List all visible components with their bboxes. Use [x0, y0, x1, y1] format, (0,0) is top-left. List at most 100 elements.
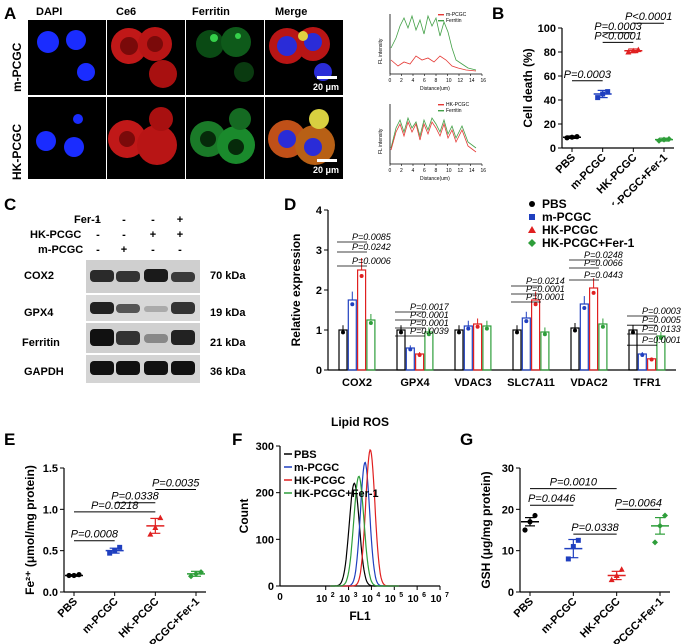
data-point [631, 330, 635, 335]
data-point [76, 572, 82, 578]
data-point [341, 330, 345, 335]
panel-label-a: A [4, 4, 17, 23]
y-tick-label: 2 [316, 285, 322, 297]
p-value-label: P=0.0085 [352, 232, 392, 242]
micrograph-ferritin-hk [186, 97, 264, 179]
y-tick-label: 100 [256, 534, 274, 546]
profile-tick-label: 8 [435, 168, 438, 174]
legend-marker [528, 239, 536, 247]
scale-label-2: 20 μm [313, 165, 340, 175]
data-point [662, 512, 668, 519]
data-point [565, 556, 571, 562]
x-tick-label: 10 [362, 594, 374, 605]
x-tick-label: 10 [430, 594, 442, 605]
bar [338, 329, 348, 371]
bar [454, 329, 464, 371]
treat-label-hk: HK-PCGC [30, 229, 82, 241]
data-point [570, 544, 576, 550]
panel-label-b: B [492, 4, 505, 23]
y-tick-label: 30 [502, 463, 514, 475]
data-point [600, 91, 606, 97]
data-point [524, 319, 529, 324]
data-point [564, 135, 570, 141]
panel-label-f: F [232, 430, 243, 449]
bar [570, 327, 580, 371]
profile-tick-label: 4 [412, 168, 415, 174]
data-point [591, 290, 596, 295]
data-point [666, 136, 672, 142]
data-point [475, 324, 480, 329]
band-label-cox2: COX2 [24, 270, 54, 282]
panel-label-g: G [460, 430, 474, 449]
p-value-label: P=0.0443 [584, 270, 623, 280]
data-point [613, 572, 620, 578]
micrograph-merge-m: 20 μm [265, 20, 343, 95]
micrograph-ferritin-m [186, 20, 264, 95]
chart-d-relative-expression: 0 1 2 3 4 Relative expression COX2 GPX4 VDAC3 SLC… [289, 197, 682, 389]
y-tick-label: 3 [316, 245, 322, 257]
bar [424, 331, 434, 371]
bar [366, 319, 376, 371]
chart-title: Lipid ROS [331, 415, 389, 429]
size-gpx4: 19 kDa [210, 307, 246, 319]
size-ferritin: 21 kDa [210, 337, 246, 349]
bar [531, 299, 541, 371]
data-point [112, 548, 118, 554]
data-point [608, 576, 615, 583]
treatment-sign: - [96, 244, 100, 256]
data-point [515, 330, 519, 335]
bar [540, 331, 550, 371]
western-blot [86, 260, 200, 383]
legend-label: PBS [294, 449, 317, 461]
legend-label: m-PCGC [542, 210, 592, 224]
p-value-label: P=0.0338 [571, 522, 619, 534]
p-value-label: P=0.0133 [642, 324, 681, 334]
y-tick-label: 40 [544, 95, 556, 107]
header-merge: Merge [275, 6, 308, 18]
p-value-label: P=0.0039 [410, 326, 449, 336]
y-axis-label: Count [237, 499, 251, 534]
y-tick-label: 4 [316, 205, 323, 217]
y-tick-label: 1.0 [43, 504, 58, 516]
header-ferritin: Ferritin [192, 6, 230, 18]
p-value-label: P=0.0001 [410, 318, 449, 328]
p-value-label: P=0.0008 [71, 529, 119, 541]
p-value-label: P=0.0066 [584, 258, 623, 268]
treatment-sign: - [96, 229, 100, 241]
profile-tick-label: 8 [435, 78, 438, 84]
legend-label: HK-PCGC+Fer-1 [294, 488, 379, 500]
profile-tick-label: 12 [458, 78, 464, 84]
treatment-sign: + [149, 229, 157, 241]
header-ce6: Ce6 [116, 6, 137, 18]
legend-swatch-green-2 [438, 110, 444, 112]
p-value-label: P=0.0214 [526, 276, 565, 286]
panel-label-e: E [4, 430, 16, 449]
data-point [605, 89, 611, 95]
x-axis-label: FL1 [349, 609, 371, 623]
y-tick-label: 60 [544, 71, 556, 83]
data-point [630, 47, 637, 54]
y-tick-label: 300 [256, 441, 274, 453]
y-tick-label: 80 [544, 47, 556, 59]
y-tick-label: 1.5 [43, 463, 58, 475]
profile-tick-label: 6 [423, 78, 426, 84]
p-value-label: P=0.0003 [564, 69, 612, 81]
profile-tick-label: 6 [423, 168, 426, 174]
legend-label: m-PCGC [294, 462, 339, 474]
x-tick-label: PBS [56, 596, 80, 620]
p-value-label: P=0.0010 [550, 477, 598, 489]
x-tick-label: TFR1 [633, 377, 661, 389]
x-tick-exponent: 2 [331, 592, 335, 599]
profile-tick-label: 16 [481, 78, 487, 84]
legend-swatch-red-2 [438, 104, 444, 106]
y-tick-label: 0.0 [43, 587, 58, 599]
treatment-sign: - [96, 214, 100, 226]
y-tick-label: 0 [508, 587, 514, 599]
legend-label: PBS [542, 197, 567, 211]
data-point [466, 326, 471, 331]
p-value-label: P=0.0005 [642, 315, 682, 325]
profile-ylabel-2: FL intensity [378, 128, 384, 154]
treat-label-m: m-PCGC [38, 244, 84, 256]
micrograph-dapi-m [28, 20, 106, 95]
bar [579, 303, 589, 371]
